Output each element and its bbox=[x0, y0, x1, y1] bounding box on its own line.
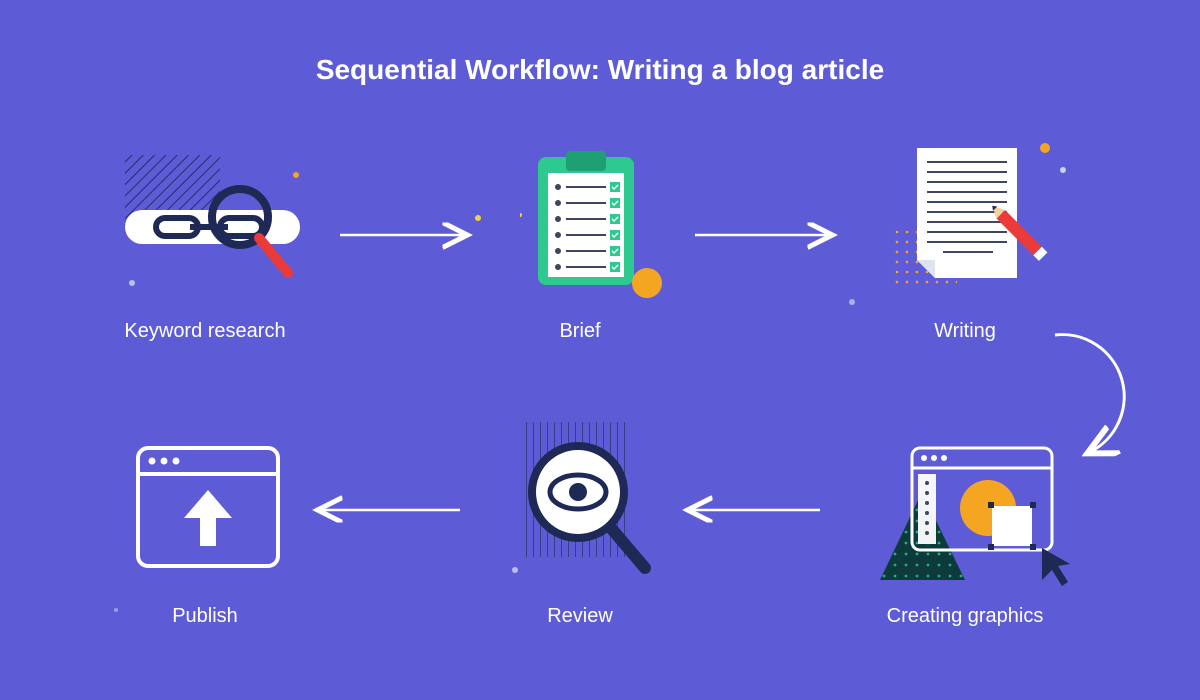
review-icon bbox=[505, 420, 675, 590]
writing-icon bbox=[895, 140, 1075, 300]
brief-label: Brief bbox=[559, 320, 600, 343]
publish-icon bbox=[130, 440, 290, 580]
review-label: Review bbox=[547, 605, 613, 628]
keyword-research-label: Keyword research bbox=[124, 320, 285, 343]
creating-graphics-label: Creating graphics bbox=[887, 605, 1044, 628]
brief-icon bbox=[520, 145, 680, 305]
keyword-research-icon bbox=[120, 155, 320, 295]
writing-label: Writing bbox=[934, 320, 996, 343]
publish-label: Publish bbox=[172, 605, 238, 628]
page-title: Sequential Workflow: Writing a blog arti… bbox=[0, 54, 1200, 86]
creating-graphics-icon bbox=[870, 430, 1080, 600]
workflow-canvas: Sequential Workflow: Writing a blog arti… bbox=[0, 0, 1200, 700]
